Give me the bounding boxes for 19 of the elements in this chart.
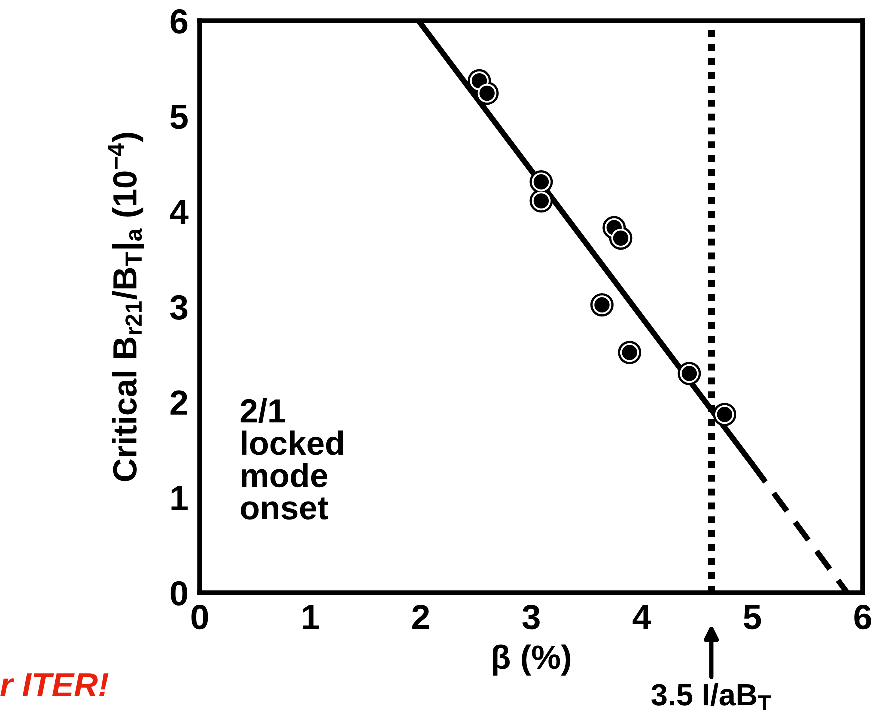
x-tick-label: 1 [303, 605, 320, 630]
y-tick-label: 4 [170, 200, 189, 224]
annotation: 2/1 locked mode onset [240, 398, 344, 520]
y-tick-label: 5 [170, 105, 188, 130]
x-tick-label: 2 [412, 605, 430, 630]
x-tick-label: 4 [632, 605, 652, 630]
x-axis-title: β (%) [493, 644, 571, 676]
x-tick-label: 3 [522, 605, 540, 630]
y-tick-label: 6 [170, 9, 188, 34]
y-tick-label: 3 [170, 295, 188, 320]
y-tick-label: 2 [170, 390, 188, 415]
y-tick-label: 1 [172, 486, 188, 510]
x-tick-label: 5 [744, 605, 762, 630]
text: Critical B$_{r21}$/B$_{T}$|$_{a}$ (10$^{−4}$) [108, 133, 144, 482]
ref-line-label: 3.5 I/aB$_{T}$ [652, 683, 772, 710]
y-tick-label: 0 [170, 581, 188, 606]
x-tick-label: 0 [192, 605, 208, 630]
text: r ITER! [0, 674, 109, 697]
x-tick-label: 6 [854, 605, 872, 630]
